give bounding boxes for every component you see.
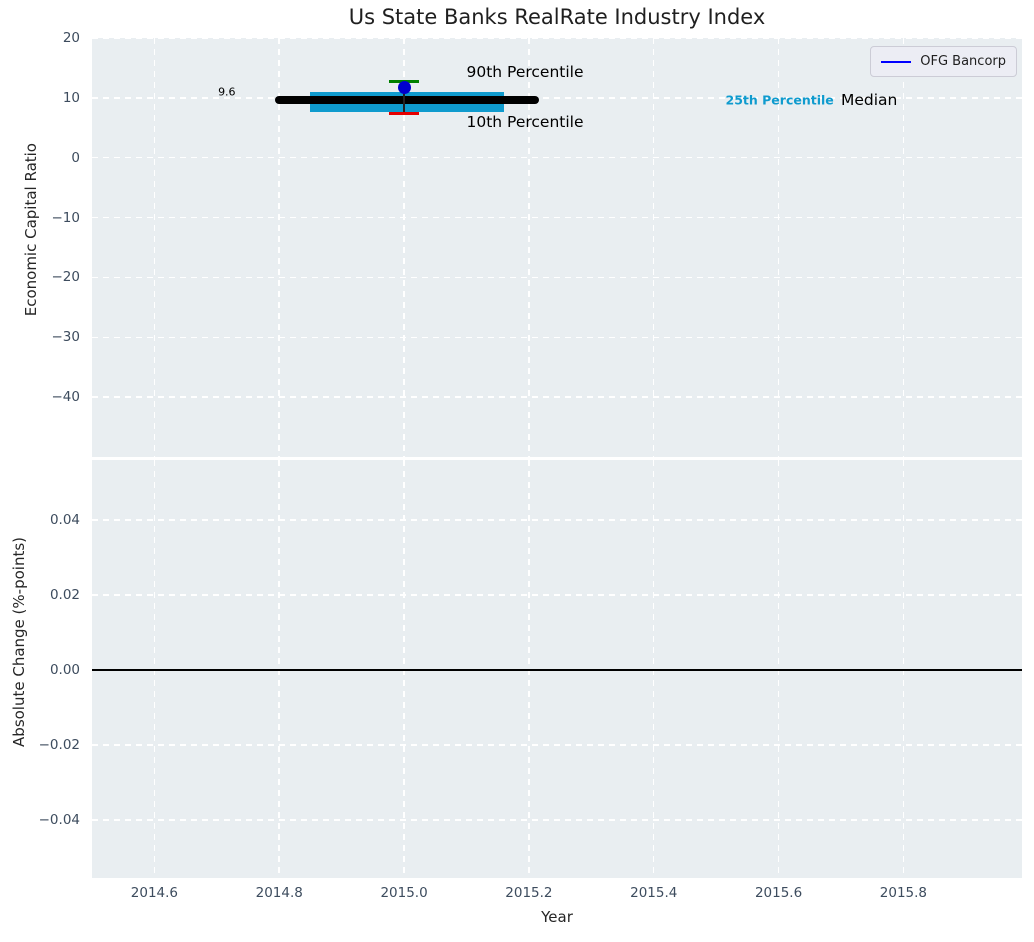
y-axis-label-bottom: Absolute Change (%-points) bbox=[10, 537, 28, 747]
y-tick-label-top: −40 bbox=[51, 389, 81, 406]
x-tick-label: 2015.4 bbox=[630, 885, 678, 901]
gridline-vertical bbox=[153, 38, 156, 457]
x-tick-label: 2014.6 bbox=[130, 885, 179, 901]
whisker-low-cap bbox=[389, 111, 420, 115]
x-axis-label: Year bbox=[541, 908, 573, 926]
gridline-vertical bbox=[777, 38, 780, 457]
gridline-vertical bbox=[278, 38, 280, 457]
gridline-horizontal bbox=[92, 744, 1022, 746]
whisker-line bbox=[403, 81, 405, 114]
y-tick-label-top: 0 bbox=[71, 149, 80, 166]
gridline-horizontal bbox=[92, 216, 1022, 219]
bottom-panel bbox=[92, 460, 1022, 878]
gridline-vertical bbox=[652, 38, 655, 457]
y-tick-label-bottom: 0.02 bbox=[49, 586, 80, 603]
gridline-horizontal bbox=[92, 396, 1022, 398]
y-axis-label-top: Economic Capital Ratio bbox=[22, 143, 40, 317]
x-tick-label: 2015.6 bbox=[754, 885, 803, 901]
legend-label: OFG Bancorp bbox=[920, 54, 1006, 69]
gridline-horizontal bbox=[92, 38, 1022, 39]
top-panel: 9.6 90th Percentile 10th Percentile 25th Pe… bbox=[92, 38, 1022, 457]
y-tick-label-top: 20 bbox=[62, 30, 80, 46]
ofg-bancorp-marker bbox=[397, 80, 411, 94]
y-tick-label-bottom: 0.00 bbox=[49, 661, 80, 678]
gridline-horizontal bbox=[92, 156, 1022, 159]
gridline-horizontal bbox=[92, 97, 1022, 99]
annotation-25th-percentile: 25th Percentile bbox=[725, 92, 834, 108]
legend: OFG Bancorp bbox=[870, 46, 1017, 77]
gridline-vertical bbox=[902, 38, 905, 457]
x-tick-label: 2014.8 bbox=[255, 885, 303, 901]
y-tick-label-top: 10 bbox=[62, 89, 80, 106]
gridline-horizontal bbox=[92, 594, 1022, 596]
x-tick-label: 2015.0 bbox=[380, 885, 428, 901]
annotation-90th-percentile: 90th Percentile bbox=[466, 63, 584, 82]
gridline-horizontal bbox=[92, 819, 1022, 821]
gridline-vertical bbox=[528, 38, 530, 457]
y-tick-label-top: −20 bbox=[51, 269, 81, 286]
legend-line-icon bbox=[881, 60, 912, 63]
median-line bbox=[275, 96, 540, 105]
annotation-median: Median bbox=[840, 91, 898, 110]
annotation-10th-percentile: 10th Percentile bbox=[466, 113, 584, 132]
chart-title: Us State Banks RealRate Industry Index bbox=[348, 5, 766, 29]
y-tick-label-top: −10 bbox=[51, 209, 81, 226]
zero-line bbox=[92, 668, 1022, 671]
gridline-horizontal bbox=[92, 336, 1022, 339]
annotation-9-6: 9.6 bbox=[218, 85, 236, 99]
gridline-vertical bbox=[403, 38, 405, 457]
x-tick-label: 2015.8 bbox=[879, 885, 928, 901]
y-tick-label-top: −30 bbox=[51, 329, 81, 346]
gridline-horizontal bbox=[92, 519, 1022, 521]
gridline-horizontal bbox=[92, 276, 1022, 279]
y-tick-label-bottom: −0.02 bbox=[38, 736, 80, 753]
y-tick-label-bottom: 0.04 bbox=[49, 511, 80, 528]
x-tick-label: 2015.2 bbox=[505, 885, 553, 901]
y-tick-label-bottom: −0.04 bbox=[38, 811, 80, 828]
